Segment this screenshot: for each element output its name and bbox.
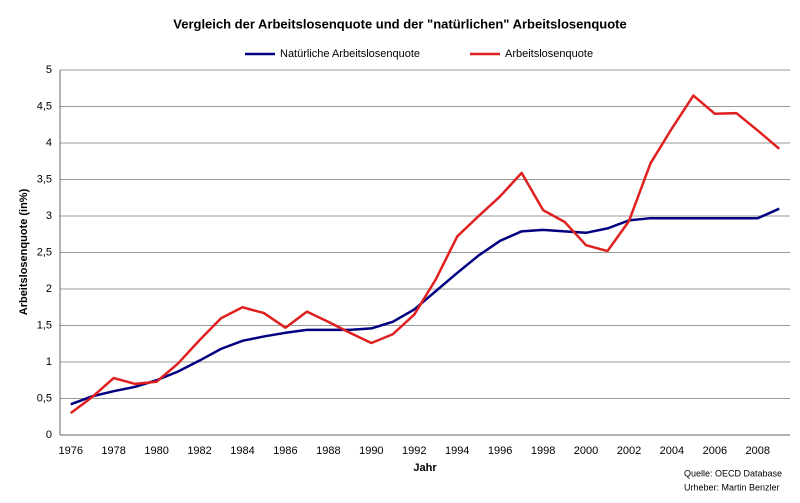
y-tick-label: 2 [46, 283, 52, 295]
x-tick-label: 1986 [273, 445, 297, 457]
y-tick-label: 0,5 [37, 392, 52, 404]
x-tick-label: 1992 [402, 445, 426, 457]
source: Quelle: OECD Database [684, 468, 782, 478]
x-tick-label: 1978 [101, 445, 125, 457]
y-tick-label: 1,5 [37, 319, 52, 331]
x-tick-label: 1976 [58, 445, 82, 457]
y-tick-label: 4 [46, 137, 52, 149]
y-tick-label: 1 [46, 356, 52, 368]
x-tick-label: 1998 [531, 445, 555, 457]
y-tick-label: 4,5 [37, 100, 52, 112]
chart-title: Vergleich der Arbeitslosenquote und der … [173, 16, 626, 31]
y-tick-label: 3,5 [37, 173, 52, 185]
y-tick-label: 0 [46, 429, 52, 441]
y-axis-title: Arbeitslosenquote (in%) [18, 188, 30, 315]
x-tick-label: 2004 [660, 445, 684, 457]
x-tick-label: 1980 [144, 445, 168, 457]
series-line [70, 207, 780, 406]
series-line [69, 94, 781, 415]
x-tick-label: 1996 [488, 445, 512, 457]
x-tick-label: 2002 [617, 445, 641, 457]
x-tick-label: 1990 [359, 445, 383, 457]
x-tick-label: 1982 [187, 445, 211, 457]
x-tick-label: 1994 [445, 445, 469, 457]
x-tick-label: 2006 [703, 445, 727, 457]
x-tick-label: 2008 [746, 445, 770, 457]
y-tick-label: 2,5 [37, 246, 52, 258]
y-tick-label: 5 [46, 64, 52, 76]
legend-label: Natürliche Arbeitslosenquote [280, 48, 420, 60]
x-tick-label: 1984 [230, 445, 254, 457]
x-tick-label: 2000 [574, 445, 598, 457]
y-tick-label: 3 [46, 210, 52, 222]
legend-label: Arbeitslosenquote [505, 48, 593, 60]
author: Urheber: Martin Benzler [684, 482, 780, 492]
x-axis-title: Jahr [413, 462, 437, 474]
x-tick-label: 1988 [316, 445, 340, 457]
